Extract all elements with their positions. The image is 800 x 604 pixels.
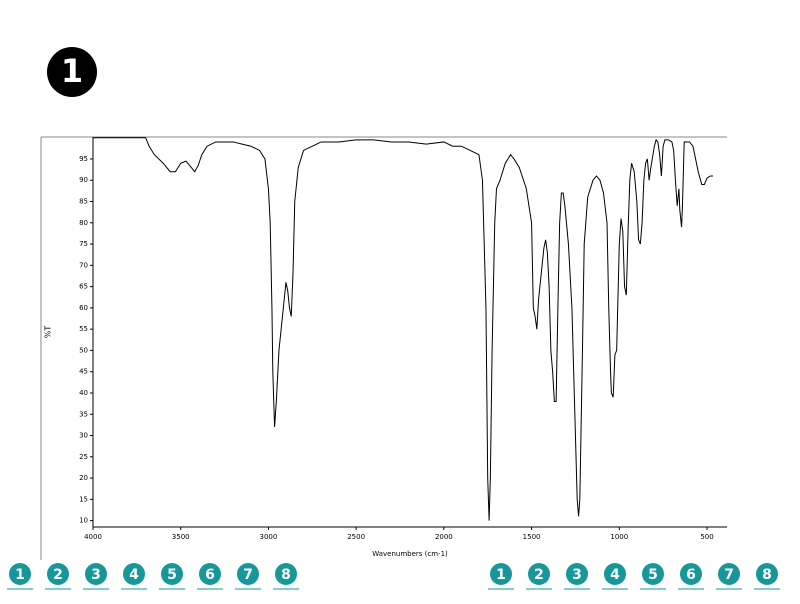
nav-button[interactable]: 2 — [45, 563, 71, 590]
nav-label: 1 — [15, 567, 25, 583]
nav-circle — [85, 563, 107, 585]
nav-label: 3 — [91, 567, 101, 583]
y-tick-label: 45 — [79, 368, 88, 376]
nav-label: 2 — [534, 567, 544, 583]
nav-button[interactable]: 1 — [488, 563, 514, 590]
nav-button[interactable]: 8 — [754, 563, 780, 590]
nav-label: 6 — [686, 567, 696, 583]
y-tick-label: 70 — [79, 261, 88, 269]
y-tick-label: 90 — [79, 176, 88, 184]
spectrum-line — [93, 137, 713, 521]
x-tick-label: 2500 — [347, 533, 365, 541]
nav-circle — [756, 563, 778, 585]
nav-label: 7 — [243, 567, 253, 583]
badge-text: 1 — [61, 52, 83, 90]
nav-button[interactable]: 3 — [564, 563, 590, 590]
nav-circle — [680, 563, 702, 585]
nav-circle — [275, 563, 297, 585]
nav-circle — [9, 563, 31, 585]
nav-button[interactable]: 4 — [602, 563, 628, 590]
y-tick-label: 25 — [79, 453, 88, 461]
y-tick-label: 95 — [79, 155, 88, 163]
nav-button[interactable]: 3 — [83, 563, 109, 590]
y-tick-label: 20 — [79, 474, 88, 482]
nav-button[interactable]: 6 — [678, 563, 704, 590]
nav-button[interactable]: 8 — [273, 563, 299, 590]
nav-label: 5 — [167, 567, 177, 583]
nav-circle — [237, 563, 259, 585]
y-tick-label: 40 — [79, 389, 88, 397]
nav-circle — [528, 563, 550, 585]
nav-label: 8 — [281, 567, 291, 583]
nav-circle — [161, 563, 183, 585]
nav-label: 7 — [724, 567, 734, 583]
nav-label: 1 — [496, 567, 506, 583]
y-tick-label: 35 — [79, 410, 88, 418]
nav-label: 6 — [205, 567, 215, 583]
x-tick-label: 3000 — [260, 533, 278, 541]
nav-button[interactable]: 5 — [640, 563, 666, 590]
nav-label: 5 — [648, 567, 658, 583]
nav-circle — [566, 563, 588, 585]
nav-button[interactable]: 4 — [121, 563, 147, 590]
nav-button[interactable]: 7 — [235, 563, 261, 590]
nav-button[interactable]: 7 — [716, 563, 742, 590]
nav-circle — [718, 563, 740, 585]
y-tick-label: 80 — [79, 219, 88, 227]
nav-circle — [47, 563, 69, 585]
y-axis-label: %T — [44, 326, 53, 339]
nav-button[interactable]: 5 — [159, 563, 185, 590]
y-tick-label: 60 — [79, 304, 88, 312]
nav-label: 3 — [572, 567, 582, 583]
y-tick-label: 55 — [79, 325, 88, 333]
header-badge: 1 — [47, 47, 97, 97]
nav-circle — [604, 563, 626, 585]
y-tick-label: 10 — [79, 517, 88, 525]
nav-button[interactable]: 6 — [197, 563, 223, 590]
y-tick-label: 65 — [79, 283, 88, 291]
nav-label: 8 — [762, 567, 772, 583]
nav-label: 2 — [53, 567, 63, 583]
x-tick-label: 500 — [700, 533, 713, 541]
y-tick-label: 75 — [79, 240, 88, 248]
y-tick-label: 50 — [79, 346, 88, 354]
nav-label: 4 — [610, 567, 620, 583]
nav-circle — [490, 563, 512, 585]
nav-label: 4 — [129, 567, 139, 583]
x-tick-label: 1500 — [523, 533, 541, 541]
nav-circle — [123, 563, 145, 585]
nav-circle — [642, 563, 664, 585]
x-axis-label: Wavenumbers (cm-1) — [372, 550, 448, 558]
x-tick-label: 4000 — [84, 533, 102, 541]
y-tick-label: 30 — [79, 432, 88, 440]
nav-button[interactable]: 2 — [526, 563, 552, 590]
y-tick-label: 85 — [79, 198, 88, 206]
x-tick-label: 2000 — [435, 533, 453, 541]
x-tick-label: 1000 — [610, 533, 628, 541]
nav-circle — [199, 563, 221, 585]
y-tick-label: 15 — [79, 495, 88, 503]
x-tick-label: 3500 — [172, 533, 190, 541]
nav-button[interactable]: 1 — [7, 563, 33, 590]
